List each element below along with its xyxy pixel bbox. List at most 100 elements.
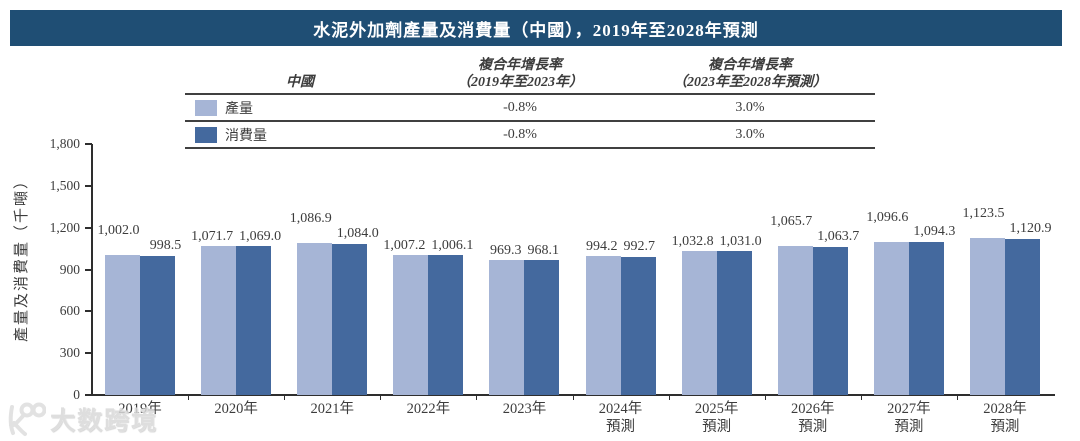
legend-table: 中國 複合年增長率 （2019年至2023年） 複合年增長率 （2023年至20… <box>185 53 875 149</box>
bar-consumption-2023年 <box>524 260 560 395</box>
legend-row-consumption: 消費量 -0.8% 3.0% <box>185 122 875 149</box>
x-category-forecast-note: 預測 <box>702 419 732 435</box>
x-category-label-2024年: 2024年預測 <box>576 400 666 436</box>
bar-production-2022年 <box>393 254 429 395</box>
x-category-label-2022年: 2022年 <box>383 400 473 418</box>
y-tick-mark <box>85 226 92 229</box>
production-label: 產量 <box>225 101 253 117</box>
x-category-year: 2024年 <box>598 401 643 417</box>
y-tick-label: 900 <box>59 261 80 277</box>
x-tick-mark <box>380 396 382 400</box>
bar-production-2026年 <box>777 246 813 395</box>
consumption-value-label: 1,094.3 <box>913 224 956 240</box>
x-tick-mark <box>668 396 670 400</box>
bar-consumption-2027年 <box>908 242 944 395</box>
chart-title-bar: 水泥外加劑產量及消費量（中國），2019年至2028年預測 <box>10 10 1062 46</box>
production-value-label: 1,032.8 <box>671 233 714 249</box>
x-category-year: 2026年 <box>791 401 835 417</box>
y-tick-mark <box>85 394 92 396</box>
bar-consumption-2022年 <box>428 254 464 395</box>
x-tick-mark <box>956 396 958 400</box>
x-category-year: 2025年 <box>694 401 739 417</box>
production-value-label: 994.2 <box>586 239 618 255</box>
x-category-forecast-note: 預測 <box>606 419 636 435</box>
x-category-year: 2028年 <box>983 401 1027 417</box>
bar-consumption-2021年 <box>332 243 368 395</box>
y-tick-label: 300 <box>59 345 80 361</box>
production-value-label: 1,071.7 <box>191 228 234 244</box>
consumption-value-label: 1,031.0 <box>719 233 762 249</box>
x-category-label-2028年: 2028年預測 <box>960 400 1050 436</box>
x-tick-mark <box>572 396 574 400</box>
consumption-value-label: 968.1 <box>527 242 559 258</box>
x-category-label-2027年: 2027年 預測 <box>864 400 954 436</box>
production-value-label: 1,065.7 <box>770 214 813 230</box>
x-tick-mark <box>476 396 478 400</box>
consumption-label: 消費量 <box>225 128 267 144</box>
x-tick-mark <box>284 396 286 400</box>
consumption-value-label: 998.5 <box>149 237 182 253</box>
x-category-forecast-note: 預測 <box>990 419 1020 435</box>
production-value-label: 1,123.5 <box>962 206 1005 222</box>
x-category-year: 2027年 <box>887 401 931 417</box>
consumption-value-label: 1,063.7 <box>817 228 860 244</box>
cagr-2019-2023-header: 複合年增長率 （2019年至2023年） <box>457 58 583 90</box>
x-category-year: 2022年 <box>406 401 451 417</box>
region-header: 中國 <box>286 75 314 90</box>
bar-consumption-2026年 <box>812 246 848 395</box>
y-tick-label: 0 <box>73 387 80 402</box>
x-category-label-2025年: 2025年預測 <box>672 400 762 436</box>
bar-consumption-2020年 <box>236 245 272 395</box>
production-value-label: 1,096.6 <box>866 210 909 226</box>
x-category-label-2021年: 2021年 <box>287 400 377 418</box>
consumption-value-label: 1,084.0 <box>336 225 379 241</box>
y-axis-title: 產量及消費量（千噸） <box>14 172 30 343</box>
bar-production-2023年 <box>489 259 525 395</box>
bar-consumption-2028年 <box>1004 238 1040 395</box>
x-tick-mark <box>188 396 190 400</box>
x-category-year: 2020年 <box>214 401 258 417</box>
legend-row-production: 產量 -0.8% 3.0% <box>185 95 875 122</box>
bar-production-2025年 <box>681 250 717 395</box>
x-tick-mark <box>764 396 766 400</box>
k100-logo-icon <box>8 402 46 436</box>
y-tick-mark <box>85 268 92 271</box>
y-axis-line <box>91 144 93 396</box>
x-category-forecast-note: 預測 <box>798 419 828 435</box>
legend-table-header-row: 中國 複合年增長率 （2019年至2023年） 複合年增長率 （2023年至20… <box>185 53 875 95</box>
x-category-label-2023年: 2023年 <box>479 400 569 418</box>
consumption-cagr-2023-2028: 3.0% <box>735 126 765 142</box>
x-tick-mark <box>860 396 862 400</box>
production-value-label: 1,086.9 <box>289 211 332 227</box>
chart-title: 水泥外加劑產量及消費量（中國），2019年至2028年預測 <box>313 20 759 40</box>
y-tick-label: 1,800 <box>49 136 80 151</box>
x-category-year: 2019年 <box>118 401 162 417</box>
x-axis-line <box>91 394 1055 396</box>
y-tick-mark <box>85 143 92 145</box>
x-category-year: 2021年 <box>310 401 355 417</box>
production-cagr-2019-2023: -0.8% <box>503 99 537 115</box>
production-value-label: 1,002.0 <box>97 223 140 239</box>
y-tick-label: 600 <box>59 303 80 319</box>
y-tick-mark <box>85 310 92 313</box>
y-tick-label: 1,500 <box>49 177 80 193</box>
bar-production-2021年 <box>297 243 333 395</box>
production-value-label: 969.3 <box>489 242 522 258</box>
y-tick-label: 1,200 <box>49 219 80 235</box>
bar-consumption-2025年 <box>716 251 752 395</box>
consumption-color-swatch <box>195 126 217 143</box>
y-tick-mark <box>85 352 92 355</box>
y-tick-mark <box>85 184 92 187</box>
consumption-value-label: 1,120.9 <box>1009 220 1052 236</box>
bar-production-2020年 <box>201 245 237 395</box>
bar-production-2019年 <box>105 255 141 395</box>
bar-consumption-2019年 <box>140 255 176 395</box>
x-category-label-2019年: 2019年 <box>95 400 185 418</box>
production-cagr-2023-2028: 3.0% <box>735 99 765 115</box>
x-category-year: 2023年 <box>502 401 547 417</box>
production-color-swatch <box>195 99 217 116</box>
consumption-value-label: 1,006.1 <box>431 237 474 253</box>
consumption-value-label: 1,069.0 <box>239 228 282 244</box>
x-category-label-2020年: 2020年 <box>191 400 281 418</box>
